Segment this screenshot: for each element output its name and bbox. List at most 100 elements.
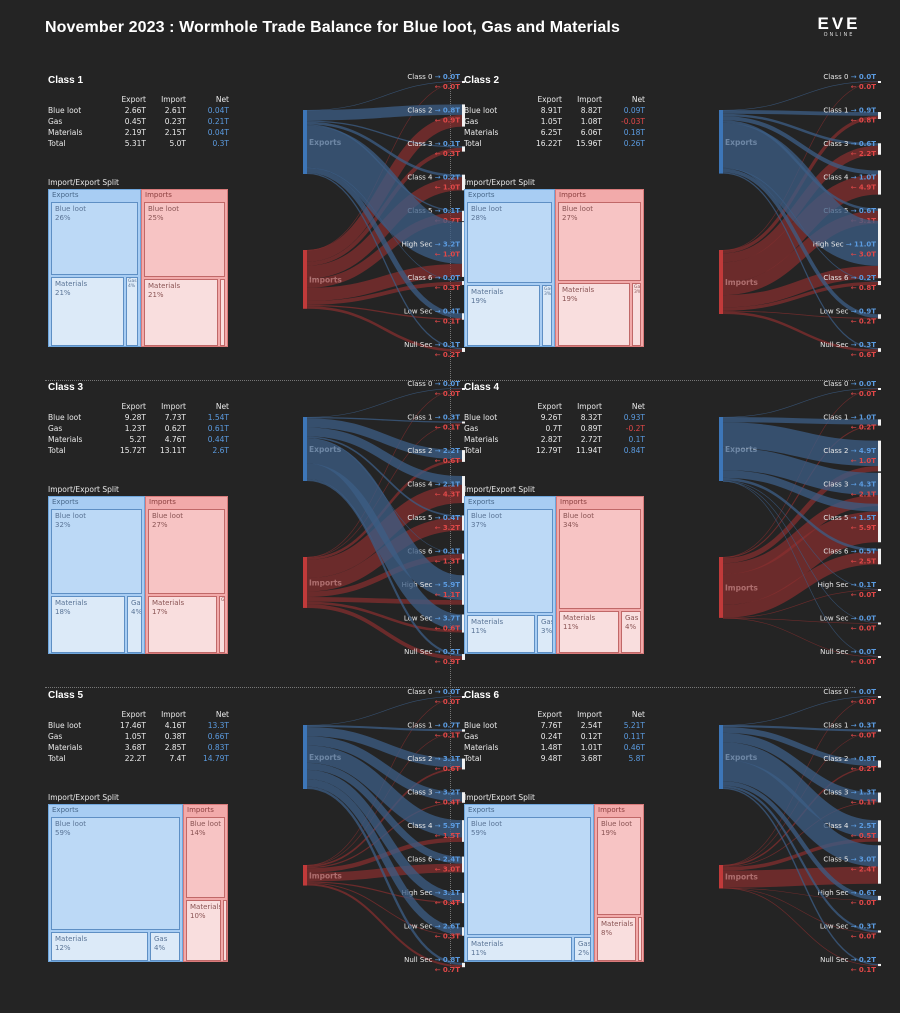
import-flow-value: 0.1T <box>859 966 876 974</box>
treemap-cell-percent: 25% <box>148 214 164 222</box>
treemap-cell-blue-loot: Blue loot 19% <box>597 817 641 915</box>
treemap-cell-name: Gas <box>578 940 591 948</box>
destination-label: Null Sec → 0.2T <box>820 956 876 964</box>
export-arrow-icon: → <box>848 548 858 556</box>
import-flow-value: 2.1T <box>859 491 876 499</box>
destination-node-bar <box>878 280 881 286</box>
import-value: 4.76T <box>164 435 186 444</box>
export-value: 9.28T <box>124 413 146 422</box>
export-flow-value: 0.4T <box>443 308 460 316</box>
export-arrow-icon: → <box>432 822 442 830</box>
import-arrow-icon: ← <box>435 351 443 359</box>
export-flow-value: 2.5T <box>859 822 876 830</box>
treemap-cell-materials: Materials 17% <box>148 596 217 653</box>
export-flow-value: 0.0T <box>859 380 876 388</box>
stats-row: Materials 6.25T 6.06T 0.18T <box>464 127 649 138</box>
import-flow-label: ← 0.0T <box>851 698 876 706</box>
treemap-cell-blue-loot: Blue loot 26% <box>51 202 138 275</box>
export-flow-link <box>722 81 879 111</box>
export-flow-link <box>306 727 463 768</box>
destination-name: Class 3 <box>407 140 432 148</box>
import-flow-label: ← 0.8T <box>851 117 876 125</box>
stats-row: Blue loot 2.66T 2.61T 0.04T <box>48 105 233 116</box>
export-flow-link <box>722 742 879 839</box>
export-flow-link <box>722 481 879 624</box>
import-flow-link <box>306 554 463 597</box>
import-flow-link <box>722 310 879 319</box>
destination-name: Null Sec <box>404 956 433 964</box>
destination-label: Class 2 → 0.8T <box>407 107 460 115</box>
export-arrow-icon: → <box>432 174 442 182</box>
import-flow-value: 0.0T <box>443 390 460 398</box>
class-title: Class 2 <box>464 75 500 86</box>
import-flow-label: ← 0.2T <box>851 765 876 773</box>
destination-node-bar <box>462 575 465 605</box>
treemap-cell-name: Materials <box>471 288 504 296</box>
export-flow-value: 2.2T <box>443 447 460 455</box>
import-arrow-icon: ← <box>851 117 859 125</box>
destination-label: Low Sec → 3.7T <box>404 615 460 623</box>
exports-node-bar <box>719 110 723 174</box>
destination-node-bar <box>462 820 465 842</box>
treemap-cell-blue-loot: Blue loot 37% <box>467 509 553 613</box>
import-arrow-icon: ← <box>851 457 859 465</box>
import-flow-value: 0.0T <box>859 899 876 907</box>
export-flow-link <box>722 422 879 467</box>
imports-node-bar <box>303 557 307 608</box>
import-flow-link <box>722 617 879 624</box>
net-header: Net <box>631 402 645 411</box>
import-value: 0.23T <box>164 117 186 126</box>
import-flow-link <box>722 589 879 619</box>
destination-node-bar <box>878 963 881 967</box>
destination-node-bar <box>462 81 465 83</box>
commodity-name: Blue loot <box>48 106 82 115</box>
export-flow-link <box>306 436 463 518</box>
stats-row: Gas 1.05T 1.08T -0.03T <box>464 116 649 127</box>
import-flow-label: ← 1.0T <box>435 184 460 192</box>
destination-node-bar <box>462 388 465 390</box>
net-header: Net <box>631 95 645 104</box>
treemap-cell-percent: 4% <box>131 608 142 616</box>
export-header: Export <box>121 710 146 719</box>
import-flow-label: ← 0.6T <box>435 765 460 773</box>
export-header: Export <box>537 710 562 719</box>
stats-row: Materials 2.19T 2.15T 0.04T <box>48 127 233 138</box>
imports-group-label: Imports <box>145 191 172 199</box>
export-value: 16.22T <box>535 139 562 148</box>
import-flow-link <box>306 177 463 279</box>
export-arrow-icon: → <box>432 856 442 864</box>
destination-name: Low Sec <box>404 308 433 316</box>
export-header: Export <box>121 95 146 104</box>
import-flow-value: 0.0T <box>859 83 876 91</box>
import-value: 3.68T <box>580 754 602 763</box>
destination-name: Class 6 <box>823 274 849 282</box>
import-flow-value: 0.0T <box>443 83 460 91</box>
destination-name: Class 0 <box>823 688 848 696</box>
destination-label: High Sec → 5.9T <box>402 581 461 589</box>
import-arrow-icon: ← <box>851 966 859 974</box>
destination-label: Class 1 → 0.9T <box>823 107 876 115</box>
destination-name: Null Sec <box>404 648 433 656</box>
import-flow-value: 0.0T <box>859 698 876 706</box>
treemap-cell-name: Blue loot <box>471 512 502 520</box>
destination-label: Null Sec → 0.1T <box>404 341 460 349</box>
import-flow-value: 0.0T <box>859 625 876 633</box>
import-flow-label: ← 2.4T <box>851 866 876 874</box>
import-flow-label: ← 0.6T <box>435 625 460 633</box>
destination-name: Class 5 <box>407 514 432 522</box>
import-arrow-icon: ← <box>851 799 859 807</box>
class-title: Class 4 <box>464 382 500 393</box>
destination-name: High Sec <box>402 581 433 589</box>
destination-name: Class 1 <box>823 414 848 422</box>
import-flow-label: ← 0.0T <box>851 83 876 91</box>
export-arrow-icon: → <box>432 308 442 316</box>
stats-row: Materials 2.82T 2.72T 0.1T <box>464 434 649 445</box>
import-arrow-icon: ← <box>435 625 443 633</box>
import-arrow-icon: ← <box>435 318 443 326</box>
destination-label: Null Sec → 0.5T <box>404 648 460 656</box>
import-flow-value: 1.1T <box>443 591 460 599</box>
import-value: 6.06T <box>580 128 602 137</box>
commodity-name: Materials <box>464 435 499 444</box>
import-flow-label: ← 0.2T <box>851 318 876 326</box>
